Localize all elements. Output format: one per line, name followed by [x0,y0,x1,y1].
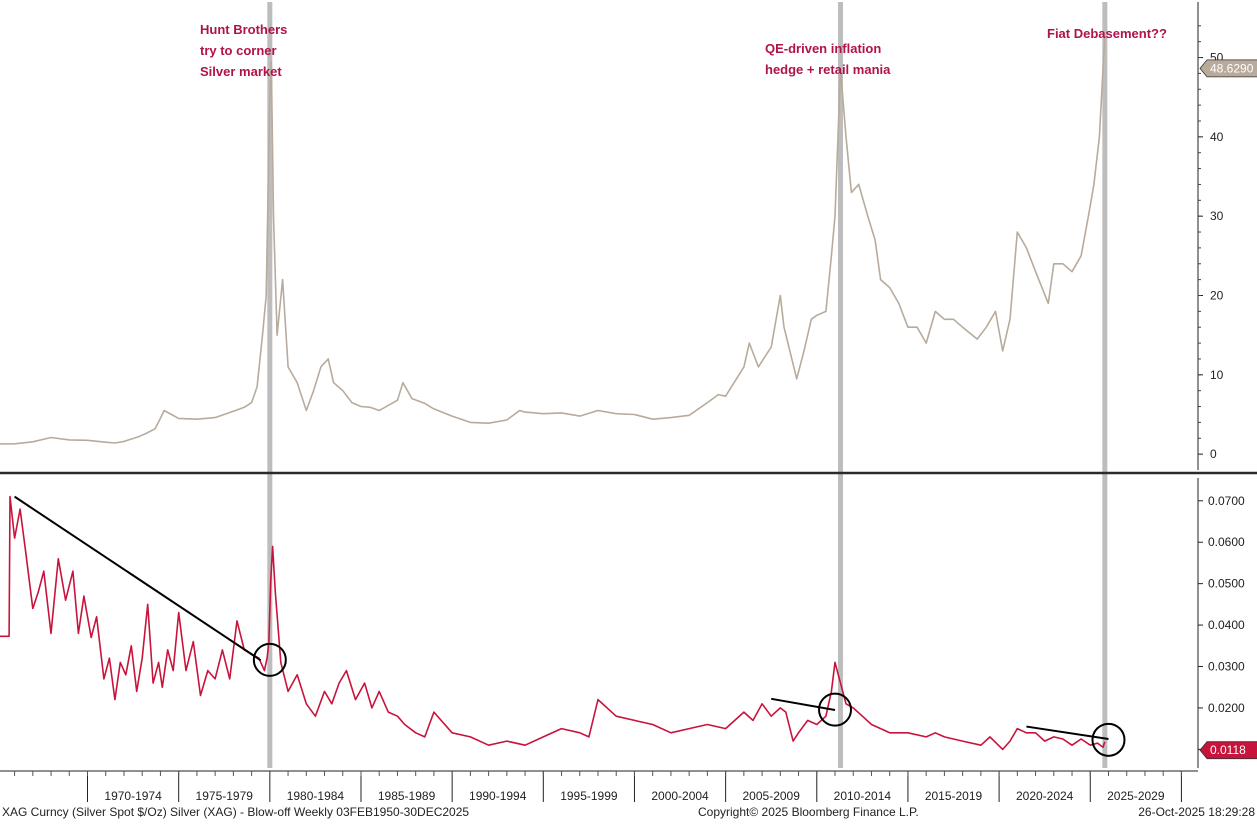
top-last-value-tag [1199,59,1257,78]
annotation-0-line-1: try to corner [200,43,277,58]
x-tick-label-5: 1995-1999 [560,789,618,803]
bottom-last-value-tag-label: 0.0118 [1210,743,1246,757]
trend-line-1 [771,697,836,711]
highlight-band-1 [837,2,843,768]
bottom-series-line-0 [0,495,1106,751]
bottom-y-tick-label-0: 0.0700 [1208,494,1245,508]
x-tick-label-1: 1975-1979 [196,789,254,803]
bottom-y-tick-label-1: 0.0600 [1208,535,1245,549]
x-tick-label-0: 1970-1974 [104,789,162,803]
highlight-circle-0 [252,642,287,677]
annotation-0-line-2: Silver market [200,64,282,79]
highlight-bands [267,2,1108,768]
x-tick-label-7: 2005-2009 [743,789,801,803]
annotation-1-line-1: hedge + retail mania [765,62,891,77]
annotation-2-line-0: Fiat Debasement?? [1047,26,1167,41]
x-tick-label-3: 1985-1989 [378,789,436,803]
footer-timestamp: 26-Oct-2025 18:29:28 [1138,805,1255,819]
top-y-tick-label-3: 30 [1210,209,1224,223]
x-tick-label-2: 1980-1984 [287,789,345,803]
x-tick-label-8: 2010-2014 [834,789,892,803]
bottom-y-tick-label-2: 0.0500 [1208,577,1245,591]
footer-copyright: Copyright© 2025 Bloomberg Finance L.P. [698,805,919,819]
bottom-y-tick-label-4: 0.0300 [1208,660,1245,674]
top-y-tick-label-2: 20 [1210,288,1224,302]
trend-line-0 [14,495,262,662]
bottom-last-value-tag [1199,741,1257,760]
top-price-panel [0,37,1106,445]
highlight-band-2 [1102,2,1108,768]
trend-line-2 [1026,725,1109,740]
x-tick-label-9: 2015-2019 [925,789,983,803]
highlight-circle-2 [1091,722,1126,757]
footer-source: XAG Curncy (Silver Spot $/Oz) Silver (XA… [2,805,469,819]
top-series-line-0 [0,37,1106,445]
x-tick-label-10: 2020-2024 [1016,789,1074,803]
annotations: Hunt Brothers try to corner Silver market Q… [200,22,1167,79]
annotation-0-line-0: Hunt Brothers [200,22,287,37]
bottom-y-tick-label-5: 0.0200 [1208,701,1245,715]
top-y-tick-label-1: 10 [1210,368,1224,382]
top-last-value-tag-label: 48.6290 [1210,61,1254,75]
bottom-ratio-panel [0,495,1126,757]
bottom-y-tick-label-3: 0.0400 [1208,618,1245,632]
top-y-tick-label-4: 40 [1210,130,1224,144]
highlight-circle-1 [818,692,853,727]
annotation-1-line-0: QE-driven inflation [765,41,881,56]
x-tick-label-4: 1990-1994 [469,789,527,803]
x-tick-label-11: 2025-2029 [1107,789,1165,803]
highlight-band-0 [267,2,273,768]
top-y-tick-label-0: 0 [1210,447,1217,461]
footer: XAG Curncy (Silver Spot $/Oz) Silver (XA… [2,805,1255,819]
axes: 010203040500.07000.06000.05000.04000.030… [0,2,1257,803]
x-tick-label-6: 2000-2004 [651,789,709,803]
